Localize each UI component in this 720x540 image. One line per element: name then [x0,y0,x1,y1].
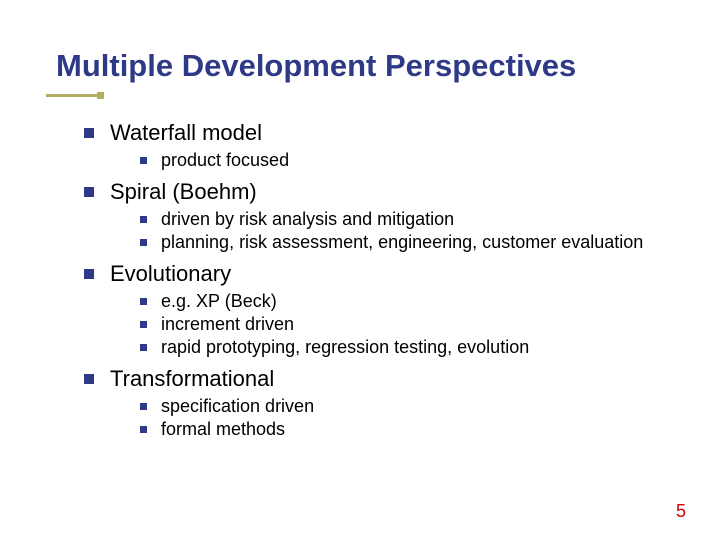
list-item-label: Waterfall model [110,120,262,146]
square-bullet-icon [84,269,94,279]
sublist: driven by risk analysis and mitigation p… [140,209,720,253]
sublist-item: rapid prototyping, regression testing, e… [140,337,720,358]
square-bullet-icon [140,426,147,433]
square-bullet-icon [140,344,147,351]
sublist-item: increment driven [140,314,720,335]
list-item: Transformational [84,366,720,392]
sublist: e.g. XP (Beck) increment driven rapid pr… [140,291,720,358]
list-item: Spiral (Boehm) [84,179,720,205]
list-item-label: Evolutionary [110,261,231,287]
sublist-item-label: specification driven [161,396,314,417]
slide: Multiple Development Perspectives Waterf… [0,0,720,540]
sublist-item: driven by risk analysis and mitigation [140,209,720,230]
square-bullet-icon [140,239,147,246]
sublist-item-label: formal methods [161,419,285,440]
slide-title: Multiple Development Perspectives [56,48,720,84]
square-bullet-icon [140,157,147,164]
sublist-item: product focused [140,150,720,171]
sublist-item-label: driven by risk analysis and mitigation [161,209,454,230]
sublist: specification driven formal methods [140,396,720,440]
square-bullet-icon [140,216,147,223]
square-bullet-icon [140,403,147,410]
title-accent-bar [46,94,98,97]
square-bullet-icon [140,321,147,328]
square-bullet-icon [84,374,94,384]
sublist-item-label: rapid prototyping, regression testing, e… [161,337,529,358]
sublist-item: formal methods [140,419,720,440]
list-item: Waterfall model [84,120,720,146]
sublist: product focused [140,150,720,171]
sublist-item-label: increment driven [161,314,294,335]
list-item-label: Transformational [110,366,274,392]
sublist-item: planning, risk assessment, engineering, … [140,232,720,253]
square-bullet-icon [84,187,94,197]
sublist-item-label: planning, risk assessment, engineering, … [161,232,643,253]
square-bullet-icon [140,298,147,305]
sublist-item: e.g. XP (Beck) [140,291,720,312]
square-bullet-icon [84,128,94,138]
sublist-item-label: e.g. XP (Beck) [161,291,277,312]
sublist-item-label: product focused [161,150,289,171]
sublist-item: specification driven [140,396,720,417]
content-area: Waterfall model product focused Spiral (… [84,120,720,440]
page-number: 5 [676,501,686,522]
list-item: Evolutionary [84,261,720,287]
list-item-label: Spiral (Boehm) [110,179,257,205]
